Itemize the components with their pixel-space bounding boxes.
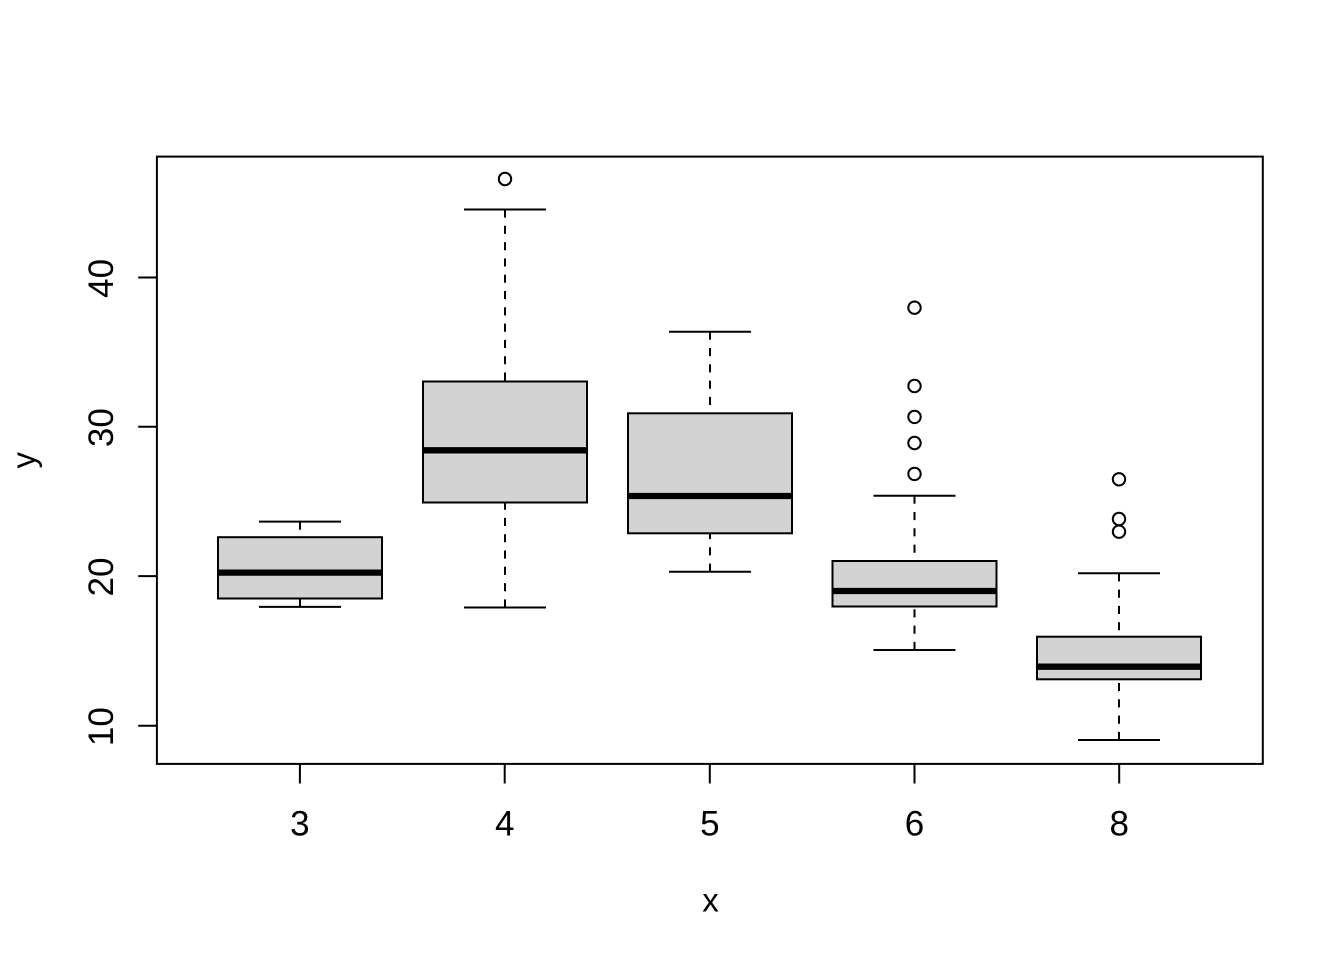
svg-text:20: 20 (82, 558, 121, 597)
svg-text:5: 5 (700, 804, 719, 843)
svg-text:6: 6 (905, 804, 924, 843)
svg-text:x: x (702, 882, 719, 919)
svg-text:4: 4 (495, 804, 514, 843)
svg-text:3: 3 (290, 804, 309, 843)
svg-text:30: 30 (82, 408, 121, 447)
svg-text:y: y (5, 451, 42, 468)
svg-text:40: 40 (82, 259, 121, 298)
svg-text:8: 8 (1109, 804, 1128, 843)
svg-text:10: 10 (82, 707, 121, 746)
